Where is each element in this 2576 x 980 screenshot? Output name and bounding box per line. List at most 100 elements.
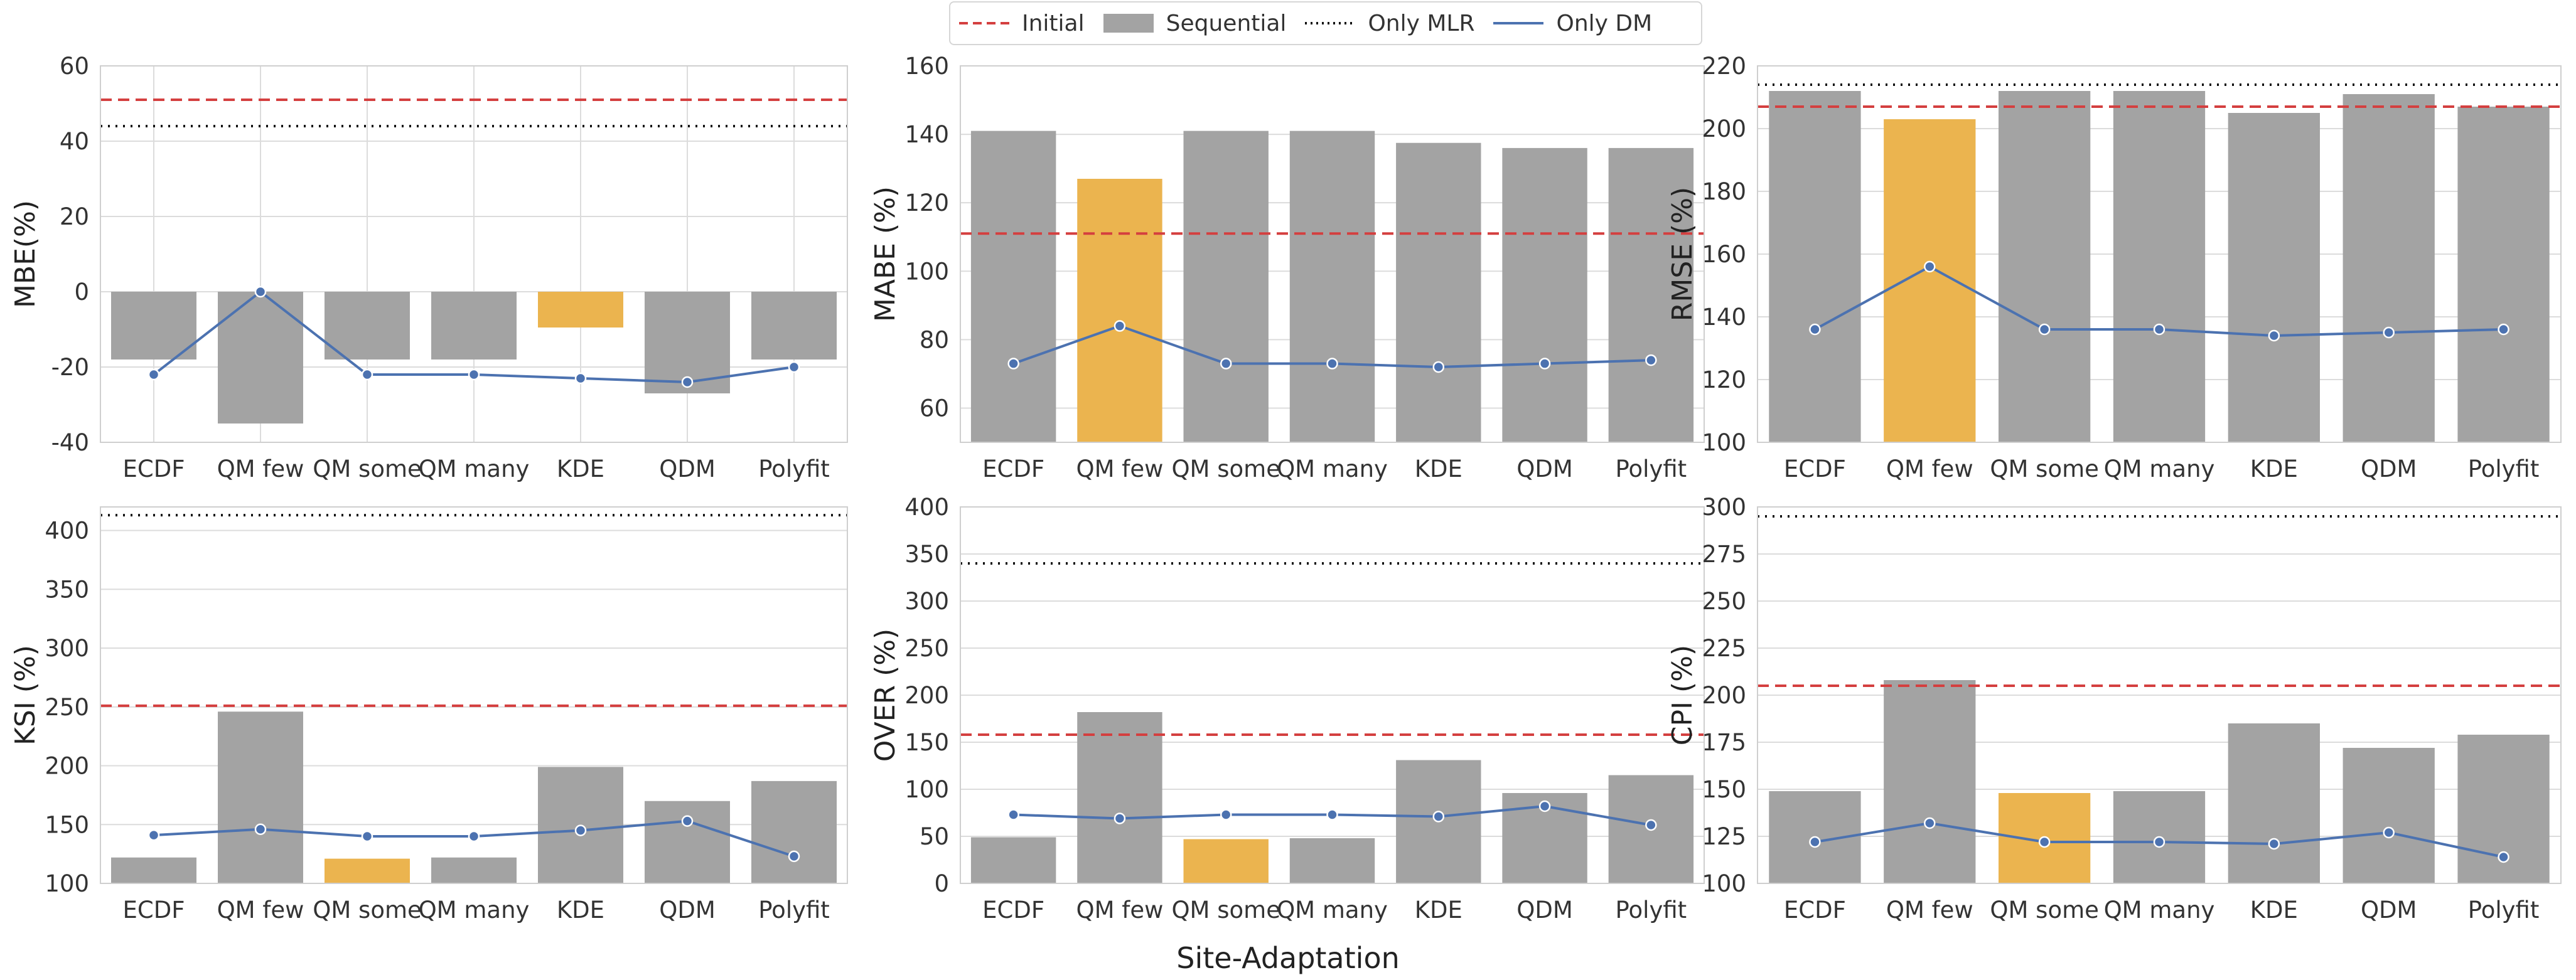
only-dm-point-ecdf [1809,323,1821,336]
plot-frame [960,65,1705,443]
bar-qm-some [1999,91,2091,442]
x-tick-label-ecdf: ECDF [1784,897,1846,924]
x-tick-label-kde: KDE [557,455,604,482]
x-tick-label-polyfit: Polyfit [1616,897,1687,924]
legend-swatch-initial [959,22,1009,24]
plot-frame [100,65,848,443]
y-tick-label: -20 [51,354,89,381]
legend-item-only-dm: Only DM [1493,11,1652,36]
y-axis-label: MABE (%) [869,186,901,322]
legend-label-only-dm: Only DM [1556,10,1653,36]
x-tick-label-qm-few: QM few [217,897,304,924]
x-tick-label-qm-some: QM some [1171,455,1280,482]
bar-kde [1396,142,1481,442]
only-dm-point-qm-few [1924,817,1936,829]
y-tick-label: 300 [904,588,949,615]
x-tick-label-polyfit: Polyfit [758,455,830,482]
x-tick-label-qm-some: QM some [1990,455,2099,482]
y-tick-label: 100 [904,776,949,803]
only-dm-point-qm-few [1114,320,1126,332]
bar-ecdf [111,857,196,883]
x-tick-label-qm-many: QM many [419,897,530,924]
y-tick-label: 0 [934,870,949,897]
only-dm-point-qm-many [1326,358,1338,370]
bar-kde [2228,723,2320,883]
plot-area [1758,83,2561,442]
x-tick-label-ecdf: ECDF [123,455,185,482]
chart-panel-rmse: 100 120 140 160 180 200 220 ECDF QM few QM some QM… [1666,53,2562,482]
y-tick-label: 60 [920,395,949,422]
plot-area [1758,515,2561,883]
legend-item-sequential: Sequential [1103,11,1286,36]
bar-qdm [1502,147,1587,442]
only-dm-point-qm-few [254,285,267,298]
x-tick-label-qm-many: QM many [419,455,530,482]
only-dm-point-kde [2268,838,2280,850]
only-dm-point-qm-some [2038,323,2051,336]
only-dm-point-kde [2268,329,2280,342]
only-dm-point-polyfit [1645,819,1657,831]
y-axis-label: RMSE (%) [1666,187,1699,321]
x-tick-label-polyfit: Polyfit [2468,455,2540,482]
y-axis-label: KSI (%) [9,645,41,745]
bar-polyfit [1608,147,1694,442]
bar-qm-few [1077,712,1162,883]
bar-qdm [2343,94,2435,442]
x-tick-label-qm-few: QM few [1076,897,1163,924]
y-axis-label: MBE(%) [9,200,41,308]
only-dm-point-qdm [681,815,694,827]
bar-qm-many [431,292,517,360]
only-dm-point-polyfit [788,850,800,863]
y-tick-label: 220 [1702,53,1746,80]
legend-swatch-sequential [1103,14,1154,33]
legend-item-initial: Initial [959,11,1085,36]
y-axis-label: CPI (%) [1666,645,1699,745]
x-tick-label-qm-many: QM many [2104,455,2215,482]
only-dm-point-qm-many [2153,323,2165,336]
x-tick-label-kde: KDE [557,897,604,924]
x-tick-label-qm-some: QM some [1171,897,1280,924]
bar-qm-few [1884,119,1976,442]
bar-qm-some [1183,130,1269,442]
only-dm-point-qm-many [468,368,480,381]
x-tick-label-qm-some: QM some [1990,897,2099,924]
only-dm-point-qm-many [468,830,480,843]
x-tick-label-qm-few: QM few [1886,455,1973,482]
y-tick-label: 20 [60,203,89,230]
x-tick-label-qm-many: QM many [1277,897,1388,924]
y-tick-label: 200 [45,753,89,780]
legend: Initial Sequential Only MLR Only DM [949,1,1702,45]
y-tick-label: 200 [1702,115,1746,142]
only-dm-point-qdm [1538,358,1551,370]
y-tick-label: 140 [904,121,949,148]
only-dm-point-qdm [681,376,694,388]
x-tick-label-polyfit: Polyfit [1616,455,1687,482]
plot-area [960,562,1704,883]
y-tick-label: 300 [45,635,89,662]
legend-swatch-only-mlr [1305,22,1356,24]
chart-panel-cpi: 100 125 150 175 200 225 250 275 300 ECDF QM few QM … [1666,494,2562,924]
legend-swatch-only-dm [1493,22,1544,24]
bar-ecdf [1769,91,1861,442]
y-tick-label: 250 [45,694,89,721]
y-tick-label: 175 [1702,729,1746,756]
y-tick-label: 125 [1702,823,1746,850]
bar-qm-few [1077,179,1162,442]
plot-frame [100,506,848,884]
only-dm-point-qm-few [254,823,267,835]
bar-qdm [2343,748,2435,883]
legend-item-only-mlr: Only MLR [1305,11,1474,36]
only-dm-point-ecdf [1007,809,1019,821]
x-tick-label-qm-few: QM few [217,455,304,482]
only-dm-point-qdm [2383,326,2395,339]
x-tick-label-qm-few: QM few [1886,897,1973,924]
bar-qm-few [218,711,303,883]
x-tick-label-ecdf: ECDF [982,455,1044,482]
only-dm-point-qm-some [1220,358,1232,370]
y-tick-label: 350 [45,576,89,603]
y-tick-label: 40 [60,128,89,155]
bar-qdm [645,801,730,883]
